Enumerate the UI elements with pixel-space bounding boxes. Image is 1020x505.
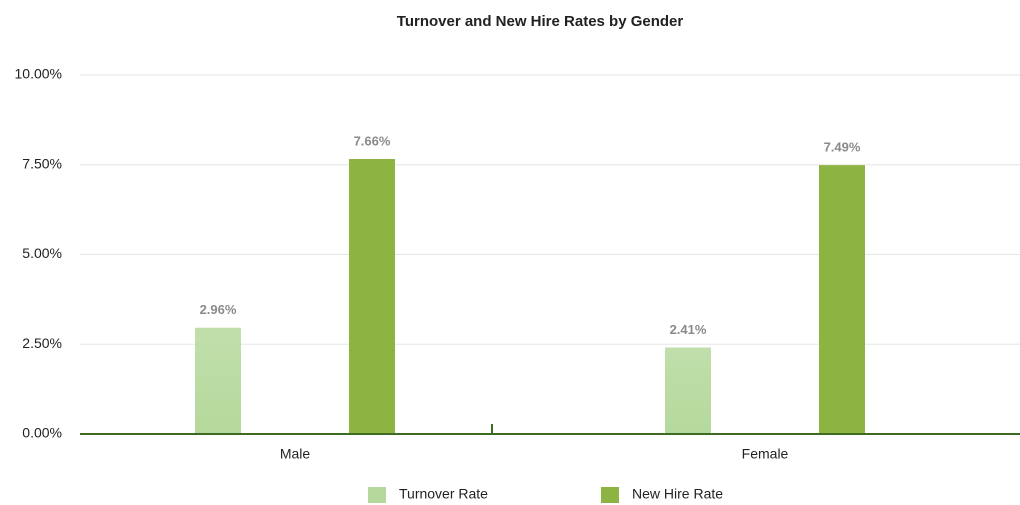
legend-swatch: [368, 487, 386, 503]
bar: [349, 159, 395, 435]
y-tick-label: 2.50%: [22, 335, 62, 351]
legend-label: Turnover Rate: [399, 486, 488, 502]
y-tick-label: 5.00%: [22, 245, 62, 261]
bar: [819, 165, 865, 434]
legend-label: New Hire Rate: [632, 486, 723, 502]
value-label: 2.41%: [670, 322, 707, 337]
value-label: 7.49%: [824, 140, 861, 155]
bar: [665, 347, 711, 434]
legend-swatch: [601, 487, 619, 503]
y-tick-label: 0.00%: [22, 425, 62, 441]
value-label: 2.96%: [200, 302, 237, 317]
chart-title: Turnover and New Hire Rates by Gender: [397, 13, 684, 30]
bar: [195, 327, 241, 434]
value-label: 7.66%: [354, 133, 391, 148]
y-tick-label: 10.00%: [15, 66, 62, 82]
y-tick-label: 7.50%: [22, 155, 62, 171]
x-tick-label: Female: [742, 446, 789, 462]
x-tick-label: Male: [280, 446, 311, 462]
